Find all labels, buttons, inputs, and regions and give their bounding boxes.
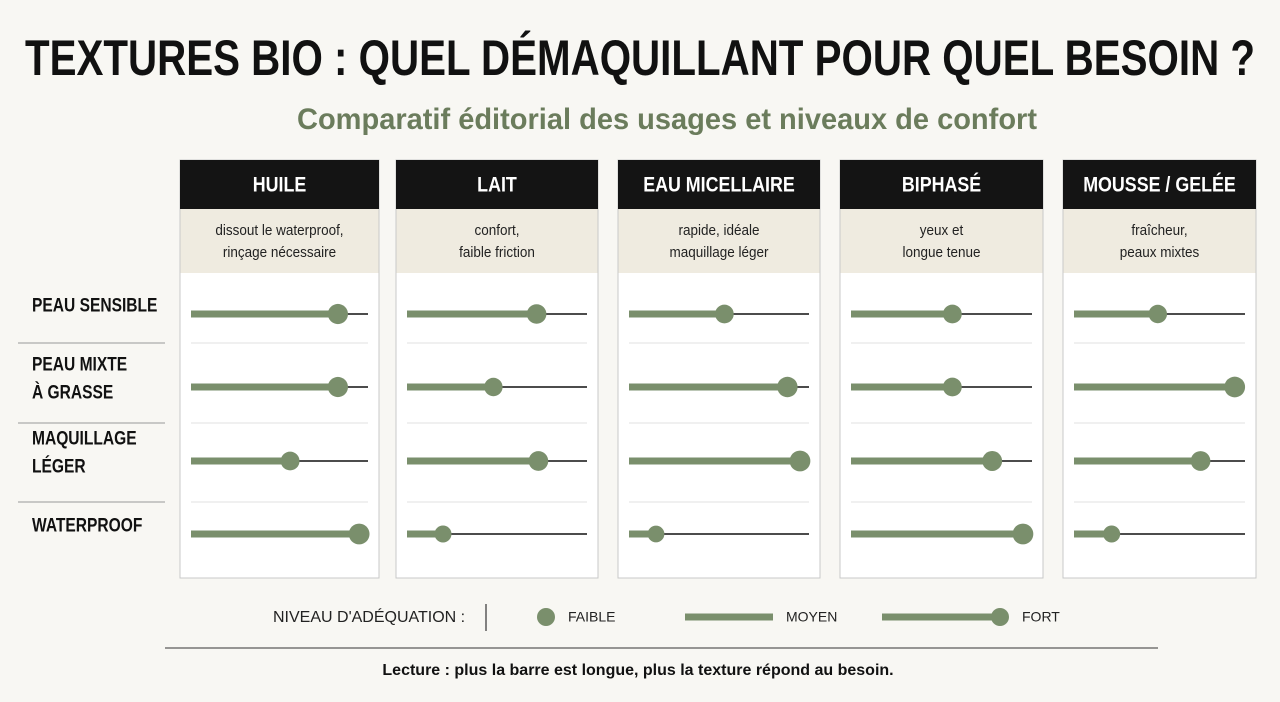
dot — [942, 377, 962, 397]
card-header — [396, 160, 598, 209]
card-description-bg — [1063, 209, 1256, 273]
dot — [528, 451, 549, 471]
legend-icon-dot — [537, 608, 555, 626]
card-header — [840, 160, 1043, 209]
dot — [982, 451, 1003, 471]
dot — [434, 525, 452, 543]
card-description: confort, faible friction — [459, 222, 535, 261]
card-header — [180, 160, 379, 209]
dot — [1012, 523, 1034, 545]
legend-label: FAIBLE — [568, 609, 615, 625]
legend-label: FORT — [1022, 609, 1060, 625]
card-description: rapide, idéale maquillage léger — [670, 222, 769, 261]
card-title: LAIT — [477, 173, 517, 197]
card-title: HUILE — [253, 173, 307, 197]
card-description: fraîcheur, peaux mixtes — [1120, 222, 1199, 261]
dot — [715, 304, 734, 324]
dot — [1103, 525, 1121, 543]
note: Lecture : plus la barre est longue, plus… — [382, 662, 893, 679]
row-label: PEAU MIXTE À GRASSE — [32, 353, 127, 403]
chart-title: TEXTURES BIO : QUEL DÉMAQUILLANT POUR QU… — [25, 30, 1255, 86]
dot — [526, 304, 547, 324]
card-description-bg — [180, 209, 379, 273]
dot — [280, 451, 300, 471]
chart-subtitle: Comparatif éditorial des usages et nivea… — [297, 103, 1037, 136]
card-header — [1063, 160, 1256, 209]
card-title: BIPHASÉ — [902, 172, 981, 197]
dot — [942, 304, 962, 324]
dot — [647, 525, 665, 543]
card-title: EAU MICELLAIRE — [643, 173, 795, 197]
row-label: WATERPROOF — [32, 514, 142, 536]
card-header — [618, 160, 820, 209]
dot — [777, 376, 798, 398]
card-description: yeux et longue tenue — [903, 222, 981, 261]
card-title: MOUSSE / GELÉE — [1083, 172, 1236, 197]
legend-label: MOYEN — [786, 609, 837, 625]
dot — [327, 376, 348, 398]
card-description-bg — [396, 209, 598, 273]
card-description-bg — [840, 209, 1043, 273]
dot — [789, 450, 811, 472]
dot — [348, 523, 370, 545]
dot — [484, 377, 503, 397]
dot — [327, 303, 348, 325]
legend-title: NIVEAU D'ADÉQUATION : — [273, 607, 465, 626]
row-label: PEAU SENSIBLE — [32, 294, 157, 316]
card-description-bg — [618, 209, 820, 273]
card-description: dissout le waterproof, rinçage nécessaire — [215, 222, 343, 261]
dot — [1224, 376, 1246, 398]
dot — [1190, 451, 1211, 471]
legend-icon-dot — [991, 608, 1009, 626]
dot — [1148, 304, 1168, 324]
row-label: MAQUILLAGE LÉGER — [32, 427, 137, 477]
